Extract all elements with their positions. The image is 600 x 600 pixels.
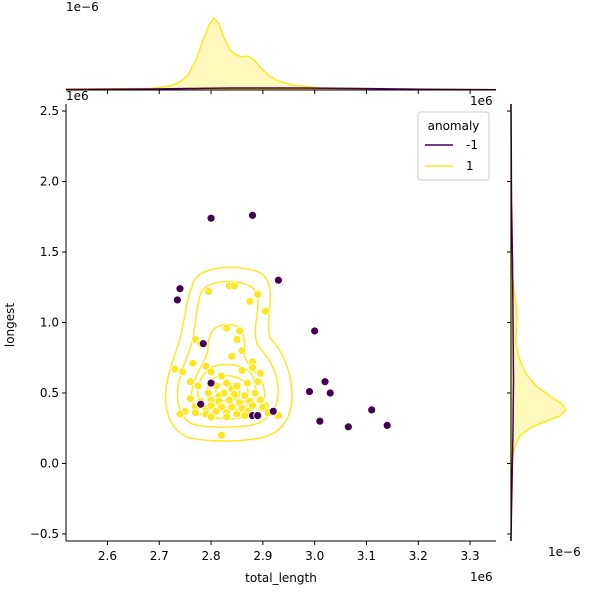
- legend-label-anomaly: -1: [466, 138, 478, 152]
- right-kde-fill-1: [510, 104, 567, 541]
- anomaly-point: [253, 411, 263, 420]
- normal-point: [222, 323, 232, 333]
- normal-point: [253, 377, 263, 387]
- legend: anomaly -1 1: [417, 111, 490, 181]
- x-tick-label: 2.8: [202, 549, 221, 563]
- x-tick-label: 3.1: [357, 549, 376, 563]
- normal-point: [222, 412, 232, 422]
- top-kde-line-anomaly: [65, 87, 497, 91]
- normal-point: [245, 296, 255, 306]
- anomaly-point: [175, 284, 185, 294]
- x-tick-label: 3.3: [461, 549, 480, 563]
- right-marginal-offset-label: 1e−6: [548, 545, 581, 559]
- y-offset-label: 1e6: [66, 89, 89, 103]
- anomaly-point: [382, 421, 392, 430]
- normal-point: [206, 367, 216, 377]
- x-offset-label: 1e6: [470, 570, 493, 584]
- x-tick-label: 2.6: [98, 549, 117, 563]
- x-axis-label: total_length: [245, 571, 317, 585]
- right-marginal: [510, 103, 567, 542]
- x-tick-label: 2.7: [150, 549, 169, 563]
- x-ticks: 2.6 2.7 2.8 2.9 3.0 3.1 3.2 3.3: [98, 90, 480, 563]
- x-tick-label: 3.2: [409, 549, 428, 563]
- anomaly-point: [206, 213, 216, 223]
- anomaly-point: [367, 405, 377, 415]
- normal-point: [250, 388, 260, 398]
- normal-point: [235, 326, 244, 336]
- normal-point: [193, 381, 203, 391]
- y-tick-label: 2.0: [40, 175, 59, 189]
- normal-point: [229, 389, 239, 399]
- top-marginal: [65, 16, 497, 91]
- normal-point: [255, 368, 265, 378]
- anomaly-point: [310, 326, 320, 336]
- y-tick-label: 1.5: [40, 245, 59, 259]
- normal-point: [240, 391, 250, 401]
- normal-point: [261, 306, 270, 316]
- normal-point: [185, 394, 195, 404]
- normal-point: [253, 289, 263, 299]
- normal-point: [237, 366, 247, 375]
- y-tick-label: 2.5: [40, 104, 59, 118]
- normal-point: [217, 371, 226, 381]
- normal-point: [237, 346, 247, 356]
- normal-point: [227, 351, 237, 361]
- y-tick-label: 0.0: [40, 456, 59, 470]
- y-axis-label: longest: [3, 303, 17, 348]
- normal-point: [201, 361, 211, 371]
- normal-point: [248, 363, 257, 373]
- anomaly-point: [325, 388, 335, 398]
- anomaly-point: [248, 210, 257, 220]
- x-tick-label: 2.9: [253, 549, 272, 563]
- y-tick-label: −0.5: [30, 527, 59, 541]
- kde-contour-outer: [164, 266, 293, 442]
- normal-point: [232, 335, 242, 344]
- normal-point: [191, 408, 200, 418]
- normal-point: [206, 412, 216, 422]
- anomaly-point: [172, 295, 182, 305]
- normal-point: [232, 409, 242, 419]
- normal-point: [242, 378, 252, 388]
- normal-point: [229, 281, 239, 291]
- normal-point: [185, 377, 195, 387]
- anomaly-point: [198, 339, 208, 349]
- normal-point: [227, 402, 237, 412]
- y-tick-label: 0.5: [40, 386, 59, 400]
- anomaly-point: [343, 422, 353, 432]
- legend-title: anomaly: [428, 119, 480, 133]
- normal-point: [211, 406, 221, 416]
- scatter-points: [170, 210, 392, 440]
- anomaly-point: [206, 378, 216, 388]
- right-kde-line-anomaly: [510, 103, 515, 542]
- normal-point: [258, 402, 268, 412]
- top-marginal-offset-label: 1e−6: [66, 0, 99, 14]
- y-tick-label: 1.0: [40, 316, 59, 330]
- x-tick-label: 3.0: [305, 549, 324, 563]
- y-ticks: −0.5 0.0 0.5 1.0 1.5 2.0 2.5: [30, 104, 511, 541]
- normal-point: [178, 367, 187, 377]
- anomaly-point: [315, 416, 325, 426]
- normal-point: [170, 364, 180, 374]
- top-kde-fill-1: [65, 16, 497, 91]
- normal-point: [206, 401, 216, 411]
- anomaly-point: [274, 275, 283, 285]
- anomaly-point: [305, 387, 314, 396]
- top-right-offset-label: 1e6: [470, 94, 493, 108]
- legend-box: [417, 111, 490, 181]
- normal-point: [175, 409, 185, 419]
- normal-point: [248, 401, 257, 411]
- normal-point: [240, 411, 250, 420]
- normal-point: [219, 388, 229, 398]
- anomaly-point: [196, 399, 206, 409]
- normal-point: [204, 287, 213, 296]
- legend-label-normal: 1: [466, 159, 474, 173]
- anomaly-point: [320, 377, 330, 387]
- normal-point: [217, 430, 226, 440]
- main-axes: 2.6 2.7 2.8 2.9 3.0 3.1 3.2 3.3 −0.5 0.0 0.5 1.0 1.…: [30, 90, 511, 563]
- normal-point: [188, 358, 198, 368]
- anomaly-point: [268, 406, 278, 416]
- normal-point: [222, 378, 232, 388]
- normal-point: [232, 381, 242, 391]
